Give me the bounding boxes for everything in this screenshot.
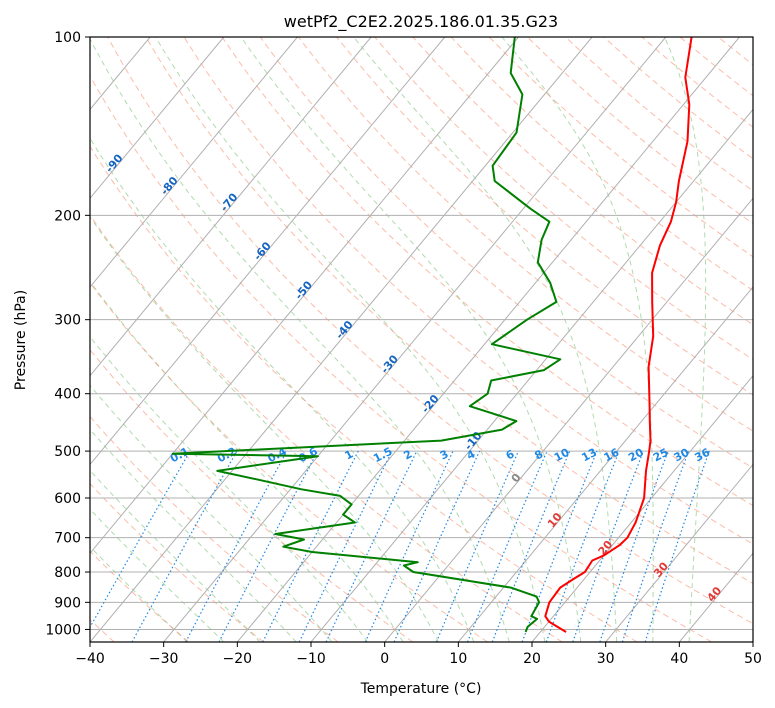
- moist-adiabat-line: [90, 469, 261, 642]
- moist-adiabat-line: [90, 137, 475, 642]
- mixing-ratio-line: [599, 450, 669, 642]
- mixing-ratio-line: [466, 450, 548, 642]
- moist-adiabat-line: [90, 215, 439, 642]
- dry-adiabat-line: [90, 482, 264, 642]
- mixing-ratio-line: [185, 450, 288, 642]
- mixing-ratio-line: [621, 450, 690, 642]
- isotherm-line: [90, 37, 372, 377]
- mixing-ratio-label: 10: [552, 446, 572, 465]
- dry-adiabat-line: [412, 37, 753, 326]
- isotherm-line: [163, 37, 667, 642]
- moist-adiabat-line: [664, 37, 707, 642]
- chart-title: wetPf2_C2E2.2025.186.01.35.G23: [284, 12, 558, 32]
- x-axis-title: Temperature (°C): [360, 681, 482, 697]
- y-axis-title: Pressure (hPa): [13, 290, 29, 390]
- dry-adiabat-line: [90, 145, 638, 642]
- x-tick-label: 0: [380, 651, 389, 667]
- x-tick-label: −20: [223, 651, 253, 667]
- y-tick-label: 500: [54, 444, 81, 460]
- y-tick-label: 1000: [45, 622, 81, 638]
- mixing-ratio-label: 20: [626, 446, 646, 465]
- isotherm-line: [236, 37, 740, 642]
- mixing-ratio-label: 25: [651, 446, 671, 465]
- series-layer: [171, 37, 693, 633]
- y-tick-label: 300: [54, 313, 81, 329]
- mixing-ratio-line: [644, 450, 710, 642]
- moist-adiabat-line: [90, 335, 369, 642]
- y-tick-label: 700: [54, 531, 81, 547]
- temperature-profile-line: [544, 37, 693, 633]
- y-tick-label: 200: [54, 208, 81, 224]
- y-tick-label: 800: [54, 565, 81, 581]
- mixing-ratio-line: [435, 450, 519, 642]
- y-tick-label: 900: [54, 595, 81, 611]
- moist-adiabat-line: [90, 384, 333, 642]
- isotherm-line: [90, 37, 298, 288]
- dry-adiabat-line: [374, 37, 753, 361]
- moist-adiabat-line: [90, 280, 404, 642]
- dry-adiabat-line: [90, 348, 414, 642]
- moist-adiabat-line: [90, 428, 297, 642]
- mixing-ratio-line: [393, 450, 481, 642]
- isotherm-line: [90, 37, 225, 200]
- isotherm-line: [605, 463, 753, 642]
- isotherm-line: [384, 197, 753, 642]
- x-tick-label: −30: [149, 651, 179, 667]
- mixing-ratio-label: 30: [672, 446, 692, 465]
- isotherm-line: [457, 286, 753, 642]
- mixing-ratio-line: [491, 450, 571, 642]
- x-tick-label: −10: [296, 651, 326, 667]
- x-tick-label: 20: [523, 651, 541, 667]
- isotherm-line: [90, 37, 446, 466]
- moist-adiabat-line: [90, 37, 510, 642]
- dewpoint-profile-line: [171, 37, 562, 633]
- plot-frame: [89, 36, 754, 643]
- x-tick-label: 50: [744, 651, 762, 667]
- moist-adiabat-line: [155, 37, 546, 642]
- dry-adiabat-line: [90, 74, 712, 642]
- moist-adiabat-line: [240, 37, 582, 642]
- moist-adiabat-line: [501, 37, 654, 642]
- background-lines: [90, 37, 753, 642]
- y-tick-label: 100: [54, 30, 81, 46]
- dry-adiabat-line: [90, 281, 488, 642]
- x-tick-label: 40: [670, 651, 688, 667]
- mixing-ratio-line: [131, 450, 238, 642]
- mixing-ratio-label: 13: [579, 446, 599, 465]
- mixing-ratio-line: [572, 450, 644, 642]
- y-tick-label: 400: [54, 387, 81, 403]
- x-tick-label: −40: [75, 651, 105, 667]
- mixing-ratio-line: [90, 450, 191, 629]
- isotherm-line: [310, 108, 753, 642]
- dry-adiabat-line: [336, 37, 753, 396]
- axis-ticks: −40 −30 −20 −10 0 10 20 30 40 50 100 200 300 400 500 60…: [45, 30, 762, 667]
- dry-adiabat-line: [90, 550, 190, 642]
- isotherm-line: [90, 37, 593, 642]
- x-tick-label: 10: [449, 651, 467, 667]
- mixing-ratio-line: [521, 450, 598, 642]
- mixing-ratio-label: 36: [693, 446, 713, 465]
- mixing-ratio-line: [545, 450, 620, 642]
- mixing-ratio-label: 16: [602, 446, 622, 465]
- y-tick-label: 600: [54, 491, 81, 507]
- moist-adiabat-line: [353, 37, 618, 642]
- isotherm-line: [531, 374, 753, 642]
- x-tick-label: 30: [597, 651, 615, 667]
- isotherm-line: [90, 37, 519, 555]
